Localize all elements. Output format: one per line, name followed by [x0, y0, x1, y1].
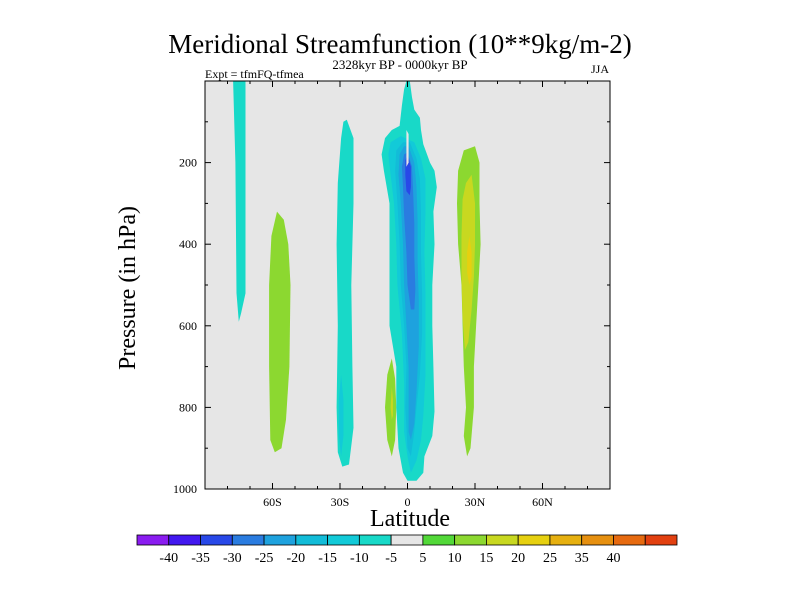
y-tick-label: 400 — [179, 237, 197, 251]
contour-region — [467, 236, 472, 285]
colorbar-swatch — [581, 534, 614, 546]
colorbar-label: -25 — [255, 551, 274, 566]
colorbar-label: -10 — [350, 551, 369, 566]
contour-region — [390, 387, 393, 420]
colorbar-label: -30 — [223, 551, 242, 566]
y-tick-label: 600 — [179, 319, 197, 333]
colorbar-swatch — [327, 534, 360, 546]
colorbar-swatch — [295, 534, 328, 546]
colorbar-label: -35 — [191, 551, 210, 566]
chart-subtitle: 2328kyr BP - 0000kyr BP — [332, 57, 468, 72]
colorbar-label: 15 — [479, 551, 493, 566]
colorbar-swatch — [613, 534, 646, 546]
colorbar-swatch — [263, 534, 297, 546]
colorbar-swatch — [517, 534, 551, 546]
colorbar-swatch — [549, 534, 583, 546]
y-axis: 200 400 600 800 1000 — [173, 121, 610, 496]
colorbar-label: -15 — [318, 551, 337, 566]
colorbar-swatch — [486, 534, 519, 546]
x-tick-label: 30N — [465, 495, 486, 509]
colorbar-swatch — [644, 534, 678, 546]
colorbar-label: 10 — [448, 551, 462, 566]
colorbar-label: 25 — [543, 551, 557, 566]
contour-region — [338, 374, 344, 457]
chart-title: Meridional Streamfunction (10**9kg/m-2) — [168, 29, 632, 59]
colorbar-label: 40 — [606, 551, 620, 566]
season-label: JJA — [591, 62, 610, 76]
colorbar-swatch — [358, 534, 392, 546]
colorbar-label: -20 — [286, 551, 305, 566]
contour-region — [269, 211, 291, 453]
x-tick-label: 0 — [405, 495, 411, 509]
y-tick-label: 1000 — [173, 482, 197, 496]
colorbar-label: 5 — [419, 551, 426, 566]
contour-regions — [233, 81, 481, 481]
colorbar-label: -5 — [385, 551, 397, 566]
y-tick-label: 200 — [179, 156, 197, 170]
colorbar-swatch — [454, 534, 487, 546]
contour-region — [406, 130, 409, 167]
colorbar-swatch — [168, 534, 201, 546]
x-tick-label: 30S — [331, 495, 350, 509]
x-tick-label: 60S — [263, 495, 282, 509]
colorbar-label: 35 — [575, 551, 589, 566]
colorbar-label: 20 — [511, 551, 525, 566]
colorbar-swatch — [200, 534, 233, 546]
x-tick-label: 60N — [532, 495, 553, 509]
x-axis: 60S 30S 0 30N 60N — [227, 81, 588, 509]
colorbar-swatch — [422, 534, 456, 546]
colorbar-swatch — [231, 534, 265, 546]
contour-region — [233, 81, 246, 322]
colorbar: -40 -35 -30 -25 -20 -15 -10 -5 5 10 15 20 25 35 40 — [136, 534, 678, 566]
y-tick-label: 800 — [179, 400, 197, 414]
colorbar-label: -40 — [159, 551, 178, 566]
experiment-label: Expt = tfmFQ-tfmea — [205, 67, 304, 81]
colorbar-swatch — [390, 534, 424, 546]
x-axis-title: Latitude — [370, 506, 450, 532]
contour-region — [401, 152, 416, 310]
colorbar-swatch — [136, 534, 170, 546]
